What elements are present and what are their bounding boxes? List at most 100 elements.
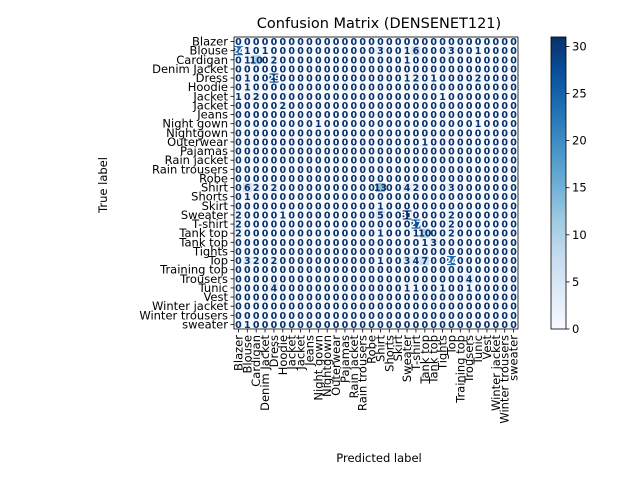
cell-value: 0 <box>297 83 304 94</box>
cell-value: 0 <box>430 183 437 194</box>
x-tick-label: Top <box>444 335 458 355</box>
heatmap-cell <box>509 82 519 93</box>
heatmap-cell <box>447 110 457 120</box>
heatmap-cell <box>296 73 306 83</box>
heatmap-cell <box>278 292 288 302</box>
cell-value: 0 <box>493 201 500 212</box>
y-tick-label: Jeans <box>196 108 228 122</box>
heatmap-cell <box>429 292 439 302</box>
heatmap-cell <box>473 119 483 129</box>
heatmap-cell <box>287 237 297 248</box>
cell-value: 0 <box>430 137 437 148</box>
heatmap-cell <box>340 210 350 220</box>
heatmap-cell <box>296 283 306 293</box>
cell-value: 0 <box>280 37 287 48</box>
cell-value: 0 <box>484 46 491 57</box>
heatmap-cell <box>305 82 315 93</box>
cell-value: 0 <box>404 320 411 331</box>
heatmap-cell <box>358 192 368 202</box>
cell-value: 0 <box>501 156 508 167</box>
cell-value: 0 <box>271 156 278 167</box>
heatmap-cell <box>278 192 288 202</box>
colorbar-segment <box>551 304 566 309</box>
heatmap-cell <box>234 283 244 293</box>
cell-value: 0 <box>501 147 508 158</box>
cell-value: 0 <box>262 320 269 331</box>
cell-value: 0 <box>501 320 508 331</box>
heatmap-cell <box>500 164 510 175</box>
heatmap-cell <box>420 164 430 175</box>
cell-value: 0 <box>439 192 446 203</box>
heatmap-cell <box>384 110 395 120</box>
cell-value: 0 <box>430 55 437 66</box>
x-tick-label: Rain trousers <box>356 335 370 411</box>
cell-value: 0 <box>457 210 464 221</box>
cell-value: 0 <box>510 174 517 185</box>
cell-value: 0 <box>466 210 473 221</box>
heatmap-cell <box>367 319 377 330</box>
cell-value: 0 <box>457 55 464 66</box>
cell-value: 4 <box>466 274 473 285</box>
heatmap-cell <box>411 228 421 239</box>
cell-value: 0 <box>315 320 322 331</box>
colorbar-segment <box>551 186 566 190</box>
heatmap-cell <box>367 192 377 202</box>
heatmap-cell <box>287 173 297 184</box>
heatmap-cell <box>305 246 315 257</box>
heatmap-cell <box>251 128 261 138</box>
heatmap-cell <box>287 91 297 102</box>
heatmap-cell <box>455 155 466 166</box>
heatmap-cell <box>305 201 315 211</box>
cell-value: 0 <box>235 137 242 148</box>
heatmap-cell <box>429 228 439 239</box>
heatmap-cell <box>322 91 332 102</box>
colorbar-segment <box>551 116 566 120</box>
heatmap-cell <box>393 292 403 302</box>
heatmap-cell <box>349 119 359 129</box>
cell-value: 0 <box>501 229 508 240</box>
heatmap-cell <box>367 55 377 65</box>
cell-value: 0 <box>448 311 455 322</box>
cell-value: 0 <box>395 55 402 66</box>
cell-value: 0 <box>315 46 322 57</box>
heatmap-cell <box>260 110 270 120</box>
heatmap-cell <box>251 91 261 102</box>
cell-value: 0 <box>422 92 429 103</box>
cell-value: 0 <box>413 137 420 148</box>
heatmap-cell <box>473 55 483 65</box>
heatmap-cell <box>402 55 412 65</box>
colorbar-segment <box>551 49 566 53</box>
colorbar-segment <box>551 137 566 141</box>
cell-value: 0 <box>386 201 393 212</box>
cell-value: 0 <box>466 311 473 322</box>
cell-value: 0 <box>235 165 242 176</box>
colorbar-segment <box>551 292 566 297</box>
cell-value: 0 <box>288 55 295 66</box>
heatmap-cell <box>393 183 403 193</box>
heatmap-cell <box>331 164 341 175</box>
cell-value: 0 <box>235 302 242 313</box>
cell-value: 0 <box>430 37 437 48</box>
heatmap-cell <box>278 146 288 156</box>
heatmap-cell <box>438 246 448 257</box>
cell-value: 0 <box>280 293 287 304</box>
colorbar-segment <box>551 106 566 111</box>
heatmap-cell <box>287 219 297 229</box>
cell-value: 0 <box>430 311 437 322</box>
cell-value: 0 <box>342 210 349 221</box>
cell-value: 0 <box>333 229 340 240</box>
cell-value: 0 <box>271 165 278 176</box>
heatmap-cell <box>234 82 244 93</box>
heatmap-cell <box>491 237 501 248</box>
cell-value: 0 <box>501 165 508 176</box>
cell-value: 1 <box>413 229 420 240</box>
heatmap-cell <box>269 164 279 175</box>
cell-value: 0 <box>466 119 473 130</box>
cell-value: 0 <box>404 101 411 112</box>
cell-value: 0 <box>510 110 517 121</box>
cell-value: 0 <box>501 274 508 285</box>
heatmap-cell <box>234 192 244 202</box>
heatmap-cell <box>367 265 377 275</box>
cell-value: 0 <box>404 247 411 258</box>
cell-value: 0 <box>333 183 340 194</box>
